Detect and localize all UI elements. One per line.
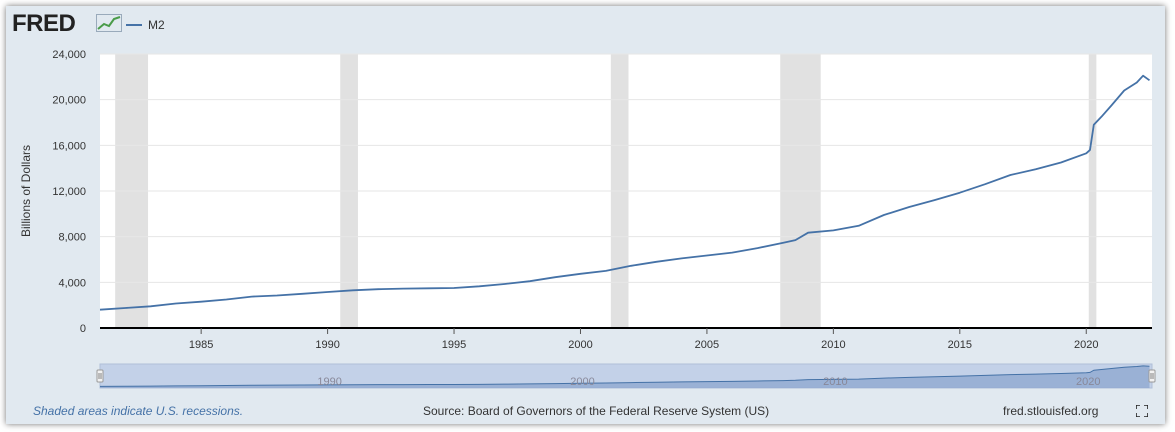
x-tick-label: 1990 (315, 339, 339, 351)
x-tick-label: 2020 (1074, 339, 1098, 351)
navigator-series-area (100, 365, 1150, 388)
legend-series-swatch (126, 24, 142, 26)
x-tick-label: 2010 (821, 339, 845, 351)
y-tick-label: 24,000 (52, 49, 86, 61)
y-tick-label: 8,000 (58, 232, 86, 244)
legend-series-label: M2 (148, 18, 165, 32)
legend: M2 (126, 16, 165, 34)
y-tick-label: 20,000 (52, 95, 86, 107)
navigator-series-line (99, 365, 1150, 387)
fullscreen-icon[interactable] (1136, 405, 1148, 417)
navigator-tick-label: 1990 (317, 376, 341, 388)
x-tick-label: 2015 (948, 339, 972, 351)
y-tick-label: 4,000 (58, 277, 86, 289)
y-tick-label: 12,000 (52, 186, 86, 198)
mini-line-graph-icon (96, 14, 122, 32)
navigator-handle-right[interactable] (1148, 369, 1156, 383)
series-line-m2 (99, 74, 1151, 311)
x-tick-label: 1985 (189, 339, 213, 351)
site-link[interactable]: fred.stlouisfed.org (1003, 404, 1099, 418)
y-tick-label: 16,000 (52, 140, 86, 152)
fred-logo[interactable]: FRED (12, 10, 76, 37)
y-tick-label: 0 (80, 323, 86, 335)
x-tick-label: 1995 (442, 339, 466, 351)
x-tick-label: 2000 (568, 339, 592, 351)
navigator-tick-label: 2000 (570, 376, 594, 388)
source-text: Source: Board of Governors of the Federa… (423, 404, 770, 418)
navigator-handle-left[interactable] (96, 369, 104, 383)
y-axis-label: Billions of Dollars (19, 145, 33, 237)
x-tick-label: 2005 (695, 339, 719, 351)
recession-note: Shaded areas indicate U.S. recessions. (33, 404, 244, 418)
navigator-tick-label: 2020 (1076, 376, 1100, 388)
navigator-tick-label: 2010 (823, 376, 847, 388)
